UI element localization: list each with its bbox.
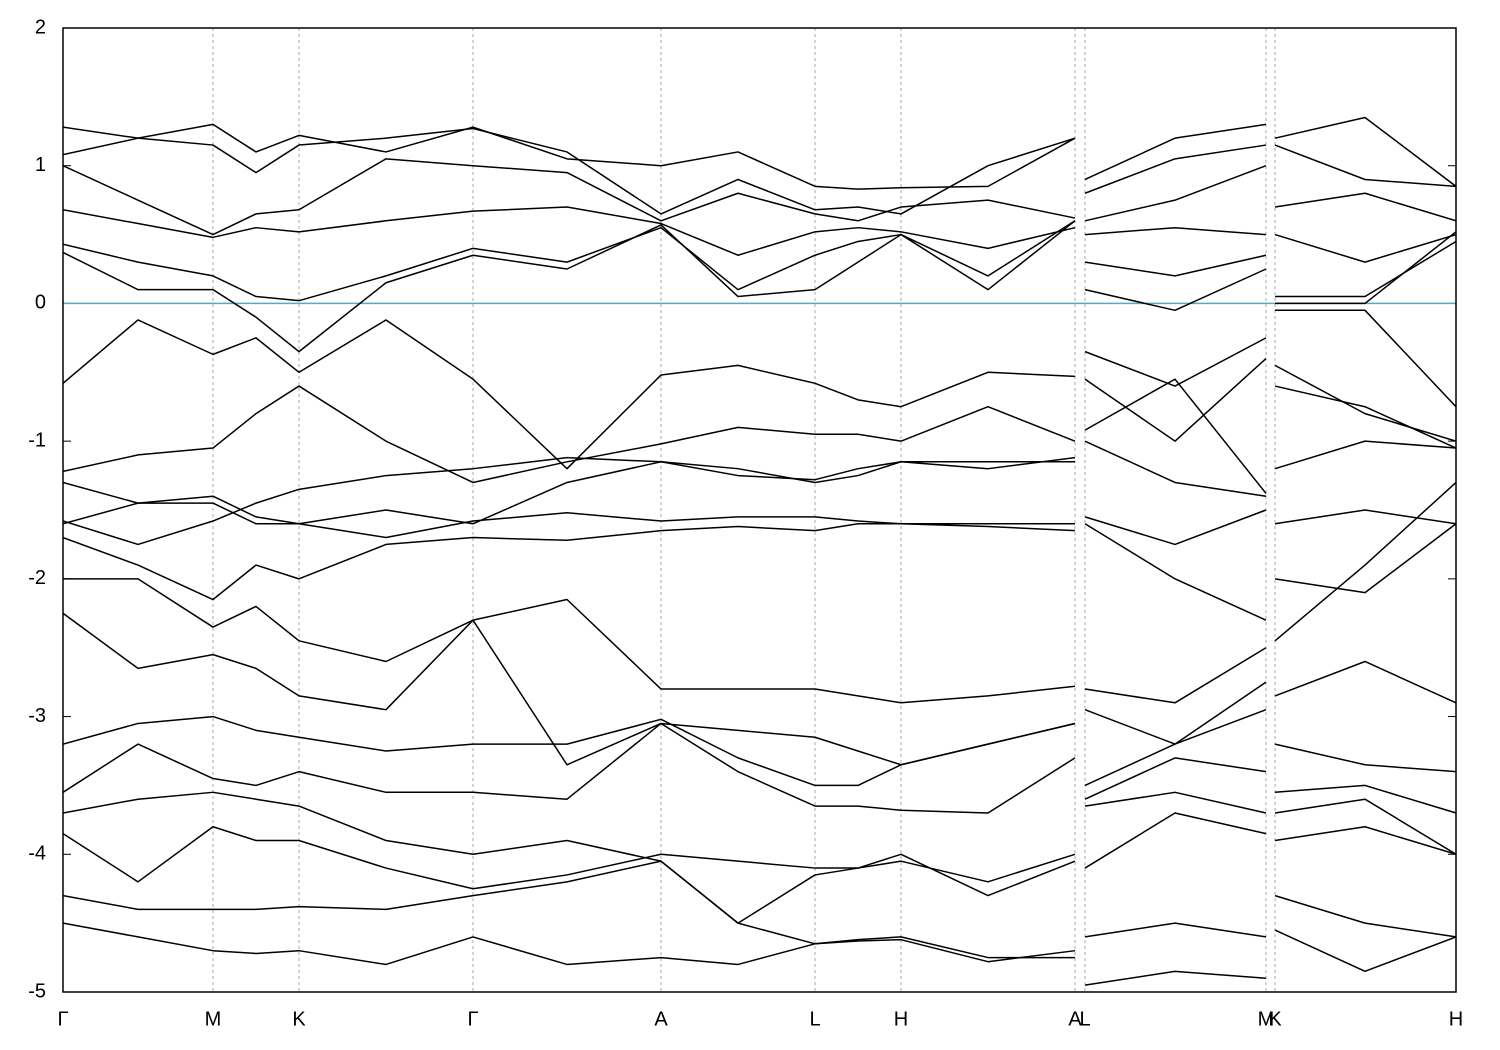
band-line xyxy=(63,440,1456,546)
x-tick-label: H xyxy=(894,1008,908,1030)
y-tick-label: 0 xyxy=(35,292,46,314)
band-line xyxy=(63,158,1456,236)
band-line xyxy=(63,722,1456,814)
x-tick-label: K xyxy=(1268,1008,1282,1030)
band-line xyxy=(63,116,1456,190)
band-line xyxy=(63,309,1456,470)
y-tick-label: 1 xyxy=(35,154,46,176)
band-line xyxy=(63,481,1456,704)
band-line xyxy=(63,502,1456,546)
band-line xyxy=(63,206,1456,263)
x-tick-label: Γ xyxy=(57,1008,68,1030)
line-layer xyxy=(63,116,1456,986)
x-tick-label: Γ xyxy=(467,1008,478,1030)
x-tick-label: L xyxy=(809,1008,820,1030)
y-tick-label: 2 xyxy=(35,16,46,38)
band-line xyxy=(63,922,1456,986)
x-tick-label: A xyxy=(654,1008,668,1030)
y-tick-label: -3 xyxy=(28,705,46,727)
x-tick-label: L xyxy=(1079,1008,1090,1030)
y-tick-label: -1 xyxy=(28,429,46,451)
band-line xyxy=(63,812,1456,890)
x-tick-label: K xyxy=(292,1008,306,1030)
band-line xyxy=(63,220,1456,302)
band-line xyxy=(63,357,1456,484)
y-tick-label: -2 xyxy=(28,567,46,589)
x-tick-label: M xyxy=(205,1008,222,1030)
band-line xyxy=(63,860,1456,959)
band-line xyxy=(63,220,1456,353)
y-tick-label: -5 xyxy=(28,980,46,1002)
y-tick-label: -4 xyxy=(28,843,46,865)
x-tick-label: M xyxy=(1258,1008,1275,1030)
plot-frame xyxy=(62,27,1457,993)
band-line xyxy=(63,791,1456,924)
x-tick-label: A xyxy=(1068,1008,1082,1030)
band-line xyxy=(63,127,1456,215)
band-line xyxy=(63,708,1456,787)
band-line xyxy=(63,378,1456,525)
band-line xyxy=(63,523,1456,621)
x-tick-label: H xyxy=(1449,1008,1463,1030)
